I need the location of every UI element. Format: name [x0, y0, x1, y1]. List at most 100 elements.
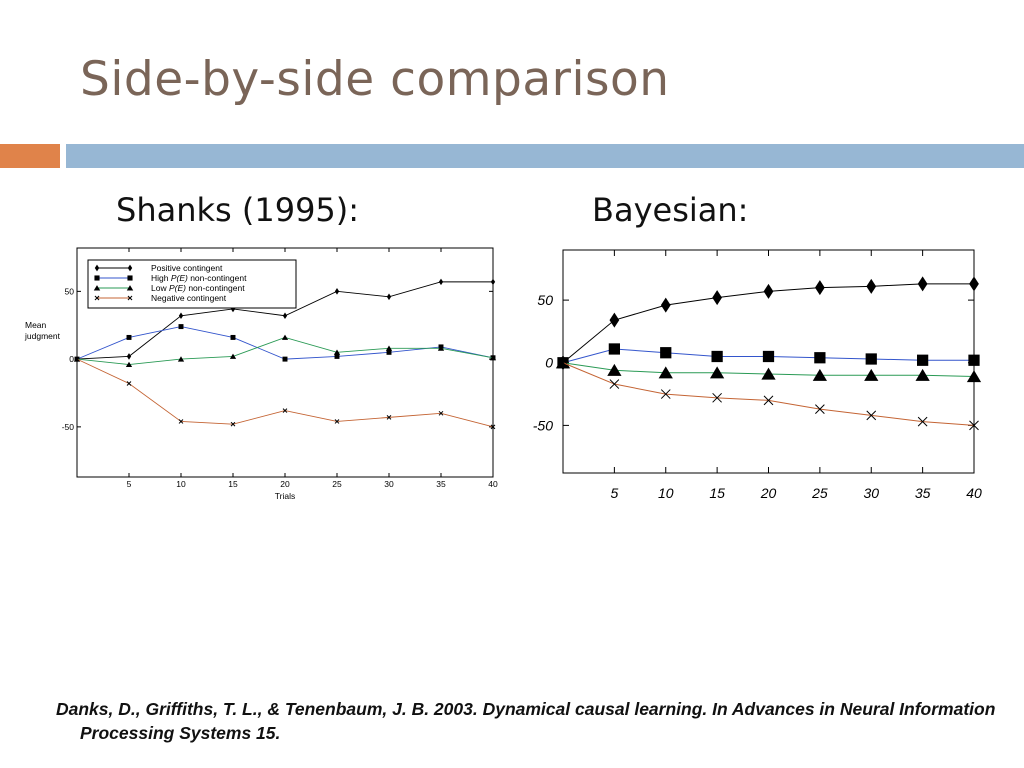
low-p-e-non-contingent-point — [437, 345, 445, 351]
chart-plot-area: 5 10 15 20 25 30 35 40 50 0 -50 — [533, 249, 982, 501]
slide-title: Side-by-side comparison — [80, 52, 670, 107]
high-p-e-non-contingent-point — [334, 353, 340, 359]
x-axis-label: Trials — [275, 491, 295, 501]
series-2-point — [711, 350, 723, 363]
series-4-point — [609, 379, 620, 389]
low-p-e-non-contingent-legend-marker — [93, 285, 101, 291]
series-group — [73, 278, 497, 430]
negative-contingent-legend-marker — [94, 295, 100, 301]
series-4-point — [969, 420, 979, 431]
series-2-point — [865, 353, 877, 365]
x-ticks: 5 10 15 20 25 30 35 40 — [127, 248, 498, 489]
series-1-point — [866, 278, 877, 294]
y-tick-label: 50 — [65, 286, 75, 296]
series-1-point — [609, 312, 620, 328]
positive-contingent-point — [334, 288, 340, 295]
accent-bar-right — [66, 144, 1024, 168]
series-4-point — [866, 410, 877, 421]
series-1-point — [815, 280, 825, 296]
y-tick-label: -50 — [533, 417, 553, 433]
positive-contingent-point — [386, 293, 392, 301]
x-ticks: 5 10 15 20 25 30 35 40 — [610, 250, 982, 501]
series-4-point — [660, 389, 671, 399]
series-1-point — [712, 290, 722, 306]
series-4-point — [815, 404, 825, 414]
series-1-point — [763, 283, 774, 299]
negative-contingent-legend-label: Negative contingent — [151, 293, 227, 303]
y-tick-label: 50 — [537, 292, 553, 308]
series-4-point — [558, 357, 568, 368]
series-3-point — [658, 366, 673, 379]
x-tick-label: 15 — [709, 485, 725, 501]
series-4-point — [917, 416, 928, 427]
series-2-point — [762, 350, 775, 363]
low-p-e-non-contingent-point — [229, 353, 237, 359]
series-3-point — [812, 368, 827, 381]
positive-contingent-point — [126, 353, 132, 360]
series-3-point — [864, 368, 879, 381]
x-tick-label: 35 — [436, 479, 446, 489]
series-2-point — [608, 343, 620, 355]
chart-plot-area: 5 10 15 20 25 30 35 40 50 0 -50 Trials Mean judgment P… — [24, 247, 498, 501]
high-p-e-non-contingent-line — [76, 326, 494, 360]
series-1-point — [660, 297, 671, 313]
y-tick-label: 0 — [69, 354, 74, 364]
series-3-point — [915, 368, 930, 381]
series-3-point — [761, 367, 776, 380]
positive-contingent-point — [490, 278, 496, 286]
x-tick-label: 10 — [176, 479, 186, 489]
series-group — [555, 276, 982, 431]
negative-contingent-legend-marker — [127, 295, 133, 301]
positive-contingent-point — [282, 312, 288, 320]
x-tick-label: 25 — [811, 485, 828, 501]
y-tick-label: -50 — [62, 422, 75, 432]
negative-contingent-line — [76, 358, 494, 428]
low-p-e-non-contingent-point — [125, 361, 133, 368]
series-3-point — [966, 370, 982, 383]
positive-contingent-point — [230, 305, 236, 313]
y-axis-label: Mean judgment — [24, 320, 61, 341]
low-p-e-non-contingent-point — [177, 356, 185, 362]
low-p-e-non-contingent-legend-marker — [126, 285, 134, 291]
positive-contingent-point — [438, 278, 444, 286]
negative-contingent-point — [490, 424, 496, 430]
low-p-e-non-contingent-legend-label: Low P(E) non-contingent — [151, 283, 245, 293]
left-chart-subtitle: Shanks (1995): — [116, 191, 360, 229]
bayesian-chart: 5 10 15 20 25 30 35 40 50 0 -50 — [533, 249, 982, 501]
negative-contingent-point — [334, 419, 340, 424]
positive-contingent-legend-label: Positive contingent — [151, 263, 223, 273]
negative-contingent-point — [126, 381, 132, 386]
series-1-point — [917, 276, 928, 292]
x-tick-label: 35 — [915, 485, 931, 501]
x-tick-label: 15 — [228, 479, 238, 489]
high-p-e-non-contingent-point — [126, 334, 132, 340]
negative-contingent-point — [230, 421, 236, 427]
citation: Danks, D., Griffiths, T. L., & Tenenbaum… — [56, 699, 996, 743]
negative-contingent-point — [178, 419, 184, 424]
negative-contingent-point — [282, 408, 288, 413]
x-tick-label: 30 — [863, 485, 879, 501]
series-4-point — [763, 395, 774, 406]
x-tick-label: 10 — [658, 485, 674, 501]
negative-contingent-point — [438, 410, 444, 416]
series-4-point — [712, 392, 722, 403]
high-p-e-non-contingent-point — [282, 356, 288, 362]
x-tick-label: 20 — [280, 479, 290, 489]
x-tick-label: 5 — [610, 485, 618, 501]
x-tick-label: 20 — [760, 485, 777, 501]
x-tick-label: 40 — [488, 479, 498, 489]
high-p-e-non-contingent-point — [386, 349, 392, 355]
series-3-point — [607, 363, 622, 376]
high-p-e-non-contingent-point — [230, 334, 236, 340]
y-tick-label: 0 — [545, 355, 553, 371]
high-p-e-non-contingent-legend-marker — [127, 275, 133, 281]
shanks-chart: 5 10 15 20 25 30 35 40 50 0 -50 Trials Mean judgment P… — [24, 247, 498, 501]
series-2-point — [814, 352, 826, 364]
positive-contingent-point — [178, 312, 184, 320]
low-p-e-non-contingent-point — [489, 354, 497, 361]
x-tick-label: 5 — [127, 479, 132, 489]
right-chart-subtitle: Bayesian: — [592, 191, 749, 229]
series-3-point — [710, 366, 725, 379]
low-p-e-non-contingent-point — [385, 345, 393, 351]
